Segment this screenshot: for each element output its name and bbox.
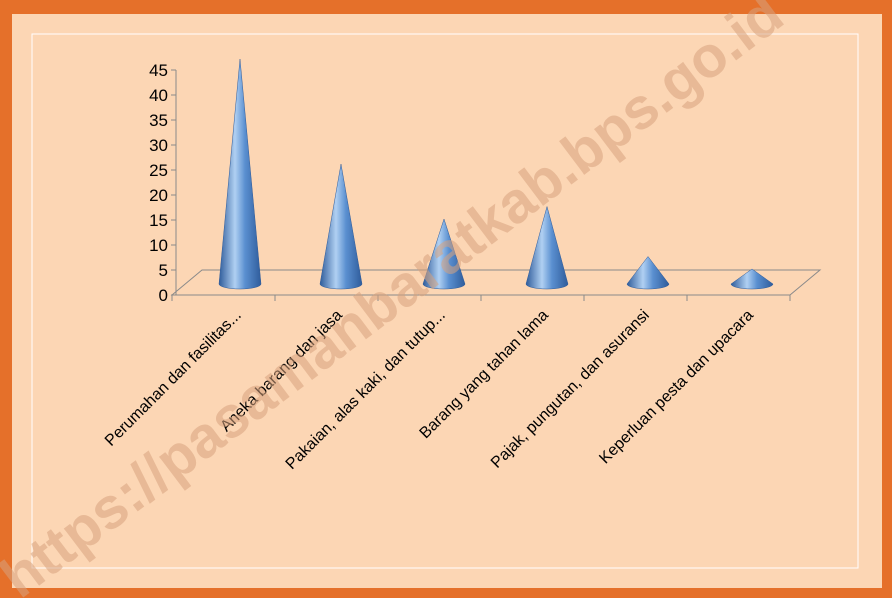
y-tick-label: 25	[149, 161, 168, 180]
chart-background	[12, 14, 882, 588]
cone-shape	[626, 256, 670, 290]
cone-bar	[730, 268, 774, 290]
cone-bar	[319, 163, 363, 290]
y-tick-label: 0	[159, 286, 168, 305]
y-tick-label: 45	[149, 61, 168, 80]
y-tick-label: 20	[149, 186, 168, 205]
y-tick-label: 40	[149, 86, 168, 105]
cone-bar	[525, 205, 569, 290]
plot-inner-border	[31, 33, 859, 569]
cone-bar	[626, 256, 670, 290]
y-tick-label: 35	[149, 111, 168, 130]
axes: 0 5 10 15 20 25 30 35 40 45	[149, 61, 822, 305]
y-tick-label: 30	[149, 136, 168, 155]
y-tick-label: 15	[149, 211, 168, 230]
cone-bar	[218, 58, 262, 290]
cone-shape	[422, 218, 466, 290]
category-labels: Perumahan dan fasilitas...Aneka barang d…	[102, 307, 757, 473]
cone-shape	[525, 205, 569, 290]
cones	[218, 58, 774, 290]
cone-shape	[730, 268, 774, 290]
y-tick-label: 5	[159, 261, 168, 280]
y-tick-label: 10	[149, 236, 168, 255]
cone-shape	[319, 163, 363, 290]
floor-plane	[170, 269, 822, 296]
cone-shape	[218, 58, 262, 290]
cone-bar	[422, 218, 466, 290]
